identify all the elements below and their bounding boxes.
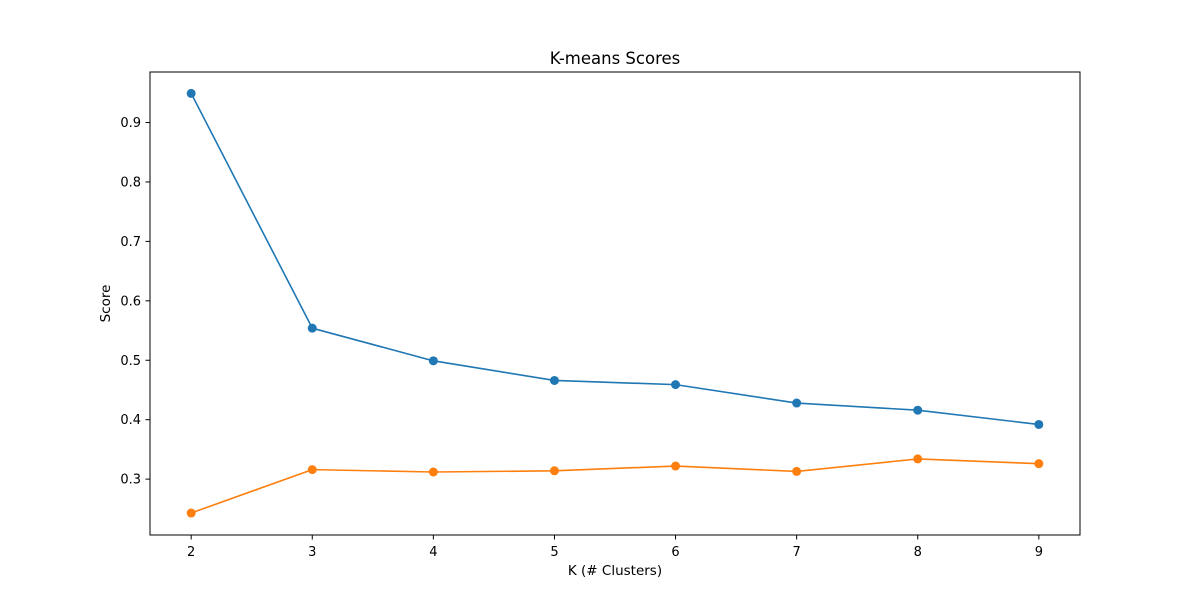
series-1-point xyxy=(913,405,923,415)
x-tick-label: 7 xyxy=(793,545,801,560)
y-tick-label: 0.6 xyxy=(120,294,141,309)
y-tick-label: 0.8 xyxy=(120,175,141,190)
x-axis-label: K (# Clusters) xyxy=(568,563,662,579)
plot-area: 2 3 4 5 6 7 8 9 0.3 0.4 0.5 0.6 0.7 0.8 0.9 xyxy=(120,71,1081,560)
x-tick-label: 6 xyxy=(671,545,679,560)
chart-title: K-means Scores xyxy=(550,49,681,68)
plot-frame xyxy=(149,71,1081,536)
x-tick-label: 2 xyxy=(187,545,195,560)
series-1-point xyxy=(549,375,559,385)
series-1-point xyxy=(428,356,438,366)
y-tick-label: 0.4 xyxy=(120,413,141,428)
y-tick-label: 0.7 xyxy=(120,235,141,250)
x-tick-label: 4 xyxy=(429,545,437,560)
series-1-point xyxy=(792,398,802,408)
series-2-point xyxy=(549,466,559,476)
x-tick-label: 3 xyxy=(308,545,316,560)
y-tick-label: 0.5 xyxy=(120,354,141,369)
series-1-point xyxy=(1034,419,1044,429)
series-1-point xyxy=(307,323,317,333)
series-2-point xyxy=(1034,459,1044,469)
series-2-point xyxy=(792,466,802,476)
x-tick-label: 8 xyxy=(914,545,922,560)
series-2-point xyxy=(671,461,681,471)
y-tick-label: 0.3 xyxy=(120,473,141,488)
y-axis-label: Score xyxy=(98,285,114,323)
x-tick-label: 9 xyxy=(1035,545,1043,560)
x-tick-label: 5 xyxy=(550,545,558,560)
y-tick-label: 0.9 xyxy=(120,116,141,131)
series-1-point xyxy=(671,380,681,390)
series-1-point xyxy=(186,88,196,98)
series-2-point xyxy=(307,465,317,475)
series-2-line xyxy=(190,458,1040,515)
series-2-point xyxy=(186,508,196,518)
series-2-point xyxy=(913,454,923,464)
series-2-point xyxy=(428,467,438,477)
series-1-line xyxy=(190,92,1040,426)
